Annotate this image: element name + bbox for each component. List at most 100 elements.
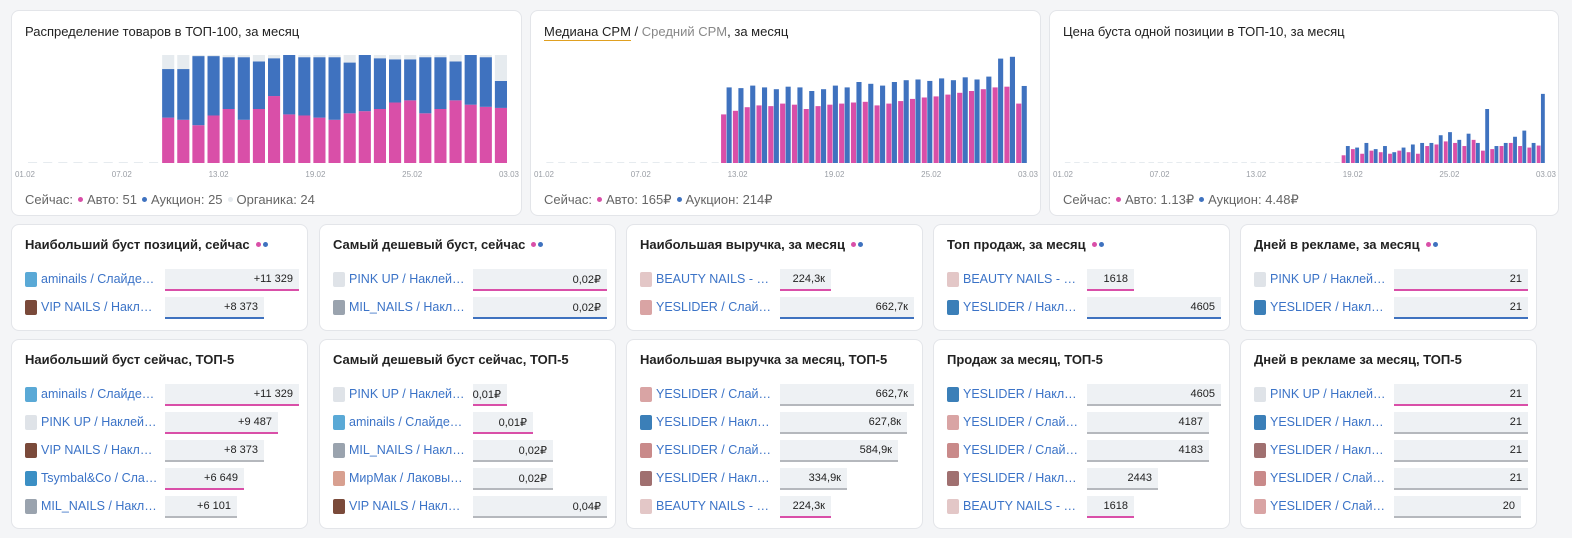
product-link[interactable]: aminails / Слайдер…	[41, 387, 159, 401]
bar	[1373, 149, 1378, 163]
product-link[interactable]: VIP NAILS / Накле…	[41, 443, 159, 457]
product-thumbnail[interactable]	[640, 471, 652, 486]
product-link[interactable]: YESLIDER / Слайде…	[963, 415, 1081, 429]
product-link[interactable]: aminails / Слайдер…	[41, 272, 159, 286]
product-thumbnail[interactable]	[333, 415, 345, 430]
product-link[interactable]: YESLIDER / Слайде…	[656, 387, 774, 401]
product-thumbnail[interactable]	[333, 471, 345, 486]
stat-card-title: Наибольшая выручка за месяц, ТОП-5	[640, 352, 887, 367]
product-thumbnail[interactable]	[947, 499, 959, 514]
product-link[interactable]: BEAUTY NAILS - Sli…	[656, 272, 774, 286]
product-thumbnail[interactable]	[640, 443, 652, 458]
product-thumbnail[interactable]	[333, 387, 345, 402]
product-thumbnail[interactable]	[333, 300, 345, 315]
toggle-average-cpm[interactable]: Средний CPM	[641, 24, 728, 39]
product-thumbnail[interactable]	[25, 272, 37, 287]
product-thumbnail[interactable]	[333, 443, 345, 458]
bar	[1360, 153, 1365, 163]
product-thumbnail[interactable]	[947, 415, 959, 430]
product-thumbnail[interactable]	[333, 272, 345, 287]
product-thumbnail[interactable]	[640, 499, 652, 514]
product-link[interactable]: YESLIDER / Слайде…	[656, 443, 774, 457]
product-thumbnail[interactable]	[25, 443, 37, 458]
bar	[1434, 144, 1439, 163]
toggle-median-cpm[interactable]: Медиана CPM	[544, 24, 631, 41]
legend-dot-icon	[851, 242, 856, 248]
bar	[903, 80, 909, 163]
product-thumbnail[interactable]	[1254, 300, 1266, 315]
product-link[interactable]: BEAUTY NAILS - Sli…	[656, 499, 774, 513]
product-link[interactable]: VIP NAILS / Накле…	[349, 499, 467, 513]
product-thumbnail[interactable]	[1254, 387, 1266, 402]
value-label: +9 487	[238, 416, 272, 428]
product-link[interactable]: YESLIDER / Наклей…	[656, 415, 774, 429]
product-link[interactable]: BEAUTY NAILS - Sli…	[963, 499, 1081, 513]
list-item: МирМак / Лаковы… 0,02₽	[333, 468, 605, 492]
product-link[interactable]: YESLIDER / Наклей…	[1270, 415, 1388, 429]
product-link[interactable]: MIL_NAILS / Накле…	[349, 443, 467, 457]
x-tick-label: 03.03	[499, 170, 520, 179]
product-link[interactable]: YESLIDER / Слайде…	[1270, 471, 1388, 485]
product-thumbnail[interactable]	[1254, 443, 1266, 458]
product-link[interactable]: PINK UP / Наклейк…	[1270, 387, 1388, 401]
bar	[1448, 132, 1452, 163]
product-thumbnail[interactable]	[1254, 499, 1266, 514]
product-thumbnail[interactable]	[947, 471, 959, 486]
product-link[interactable]: YESLIDER / Слайде…	[1270, 499, 1388, 513]
product-thumbnail[interactable]	[1254, 272, 1266, 287]
bar	[1480, 150, 1485, 163]
product-link[interactable]: YESLIDER / Наклей…	[656, 471, 774, 485]
product-link[interactable]: aminails / Слайдер…	[349, 415, 467, 429]
bar	[1527, 147, 1532, 163]
chart-footer: Сейчас: Авто: 165₽ Аукцион: 214₽	[544, 192, 773, 208]
legend-dot-icon	[1432, 242, 1438, 248]
value-bar: 0,01₽	[473, 412, 533, 434]
product-link[interactable]: YESLIDER / Наклей…	[963, 387, 1081, 401]
product-link[interactable]: MIL_NAILS / Накле…	[349, 300, 467, 314]
product-link[interactable]: VIP NAILS / Наклей…	[41, 300, 159, 314]
bar	[726, 87, 732, 163]
product-thumbnail[interactable]	[1254, 415, 1266, 430]
product-link[interactable]: PINK UP / Наклейк…	[1270, 272, 1388, 286]
title-suffix: , за месяц	[727, 24, 789, 39]
product-thumbnail[interactable]	[947, 443, 959, 458]
product-thumbnail[interactable]	[640, 300, 652, 315]
product-thumbnail[interactable]	[25, 387, 37, 402]
x-tick-label: 07.02	[631, 170, 652, 179]
product-link[interactable]: YESLIDER / Наклей…	[1270, 443, 1388, 457]
product-link[interactable]: PINK UP / Наклейк…	[41, 415, 159, 429]
product-thumbnail[interactable]	[640, 387, 652, 402]
bar	[1429, 142, 1434, 163]
product-thumbnail[interactable]	[25, 300, 37, 315]
product-link[interactable]: YESLIDER / Наклей…	[1270, 300, 1388, 314]
product-thumbnail[interactable]	[25, 471, 37, 486]
bar	[1540, 93, 1545, 163]
product-link[interactable]: BEAUTY NAILS - Sli…	[963, 272, 1081, 286]
bar	[921, 97, 927, 163]
legend-dot-icon	[1098, 242, 1104, 248]
product-thumbnail[interactable]	[947, 272, 959, 287]
product-link[interactable]: PINK UP / Наклейк…	[349, 387, 467, 401]
product-link[interactable]: YESLIDER / Наклей…	[963, 300, 1081, 314]
product-link[interactable]: YESLIDER / Слайде…	[656, 300, 774, 314]
product-thumbnail[interactable]	[25, 415, 37, 430]
list-item: PINK UP / Наклейк… +9 487	[25, 412, 297, 436]
product-link[interactable]: PINK UP / Наклейк…	[349, 272, 467, 286]
product-thumbnail[interactable]	[25, 499, 37, 514]
product-thumbnail[interactable]	[1254, 471, 1266, 486]
product-thumbnail[interactable]	[947, 387, 959, 402]
value-bar: 21	[1394, 468, 1528, 490]
product-thumbnail[interactable]	[333, 499, 345, 514]
product-link[interactable]: МирМак / Лаковы…	[349, 471, 463, 485]
product-thumbnail[interactable]	[640, 415, 652, 430]
product-thumbnail[interactable]	[640, 272, 652, 287]
product-thumbnail[interactable]	[947, 300, 959, 315]
product-link[interactable]: Tsymbal&Co / Слай…	[41, 471, 159, 485]
bar	[797, 87, 803, 163]
product-link[interactable]: YESLIDER / Слайде…	[963, 443, 1081, 457]
product-link[interactable]: MIL_NAILS / Накле…	[41, 499, 159, 513]
product-link[interactable]: YESLIDER / Наклей…	[963, 471, 1081, 485]
value-label: +11 329	[253, 388, 293, 400]
value-label: 4187	[1178, 416, 1203, 428]
bar-segment	[328, 55, 341, 58]
